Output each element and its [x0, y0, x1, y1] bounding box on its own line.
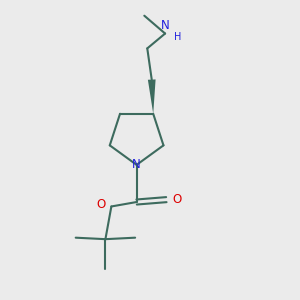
Text: N: N	[132, 158, 141, 171]
Text: N: N	[161, 19, 170, 32]
Text: H: H	[174, 32, 181, 42]
Text: O: O	[96, 199, 105, 212]
Text: O: O	[172, 193, 182, 206]
Polygon shape	[148, 80, 156, 114]
